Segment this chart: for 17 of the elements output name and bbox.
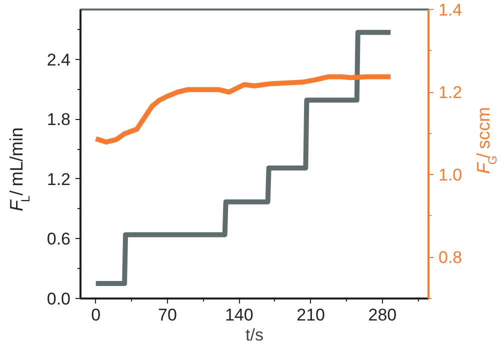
x-tick-label: 0 bbox=[91, 306, 101, 324]
y-tick-label: 1.8 bbox=[46, 110, 71, 130]
y2-tick-label: 0.8 bbox=[438, 248, 462, 268]
y-tick-label: 2.4 bbox=[46, 50, 71, 70]
y-tick-label: 0.6 bbox=[46, 230, 71, 249]
y-axis-title: FL/ mL/min bbox=[6, 127, 32, 212]
x-tick-label: 210 bbox=[296, 306, 325, 324]
y-tick-label: 1.2 bbox=[46, 170, 71, 189]
y2-tick-label: 1.2 bbox=[438, 83, 462, 102]
y2-axis-title: FG/ sccm bbox=[474, 107, 500, 174]
y2-tick-label: 1.0 bbox=[438, 166, 462, 185]
y2-tick-label: 1.4 bbox=[438, 0, 462, 20]
x-tick-label: 140 bbox=[224, 306, 254, 324]
x-axis-title: t/s bbox=[246, 326, 264, 344]
y-tick-label: 0.0 bbox=[46, 290, 71, 308]
x-tick-label: 280 bbox=[368, 306, 397, 324]
x-tick-label: 70 bbox=[158, 306, 177, 324]
